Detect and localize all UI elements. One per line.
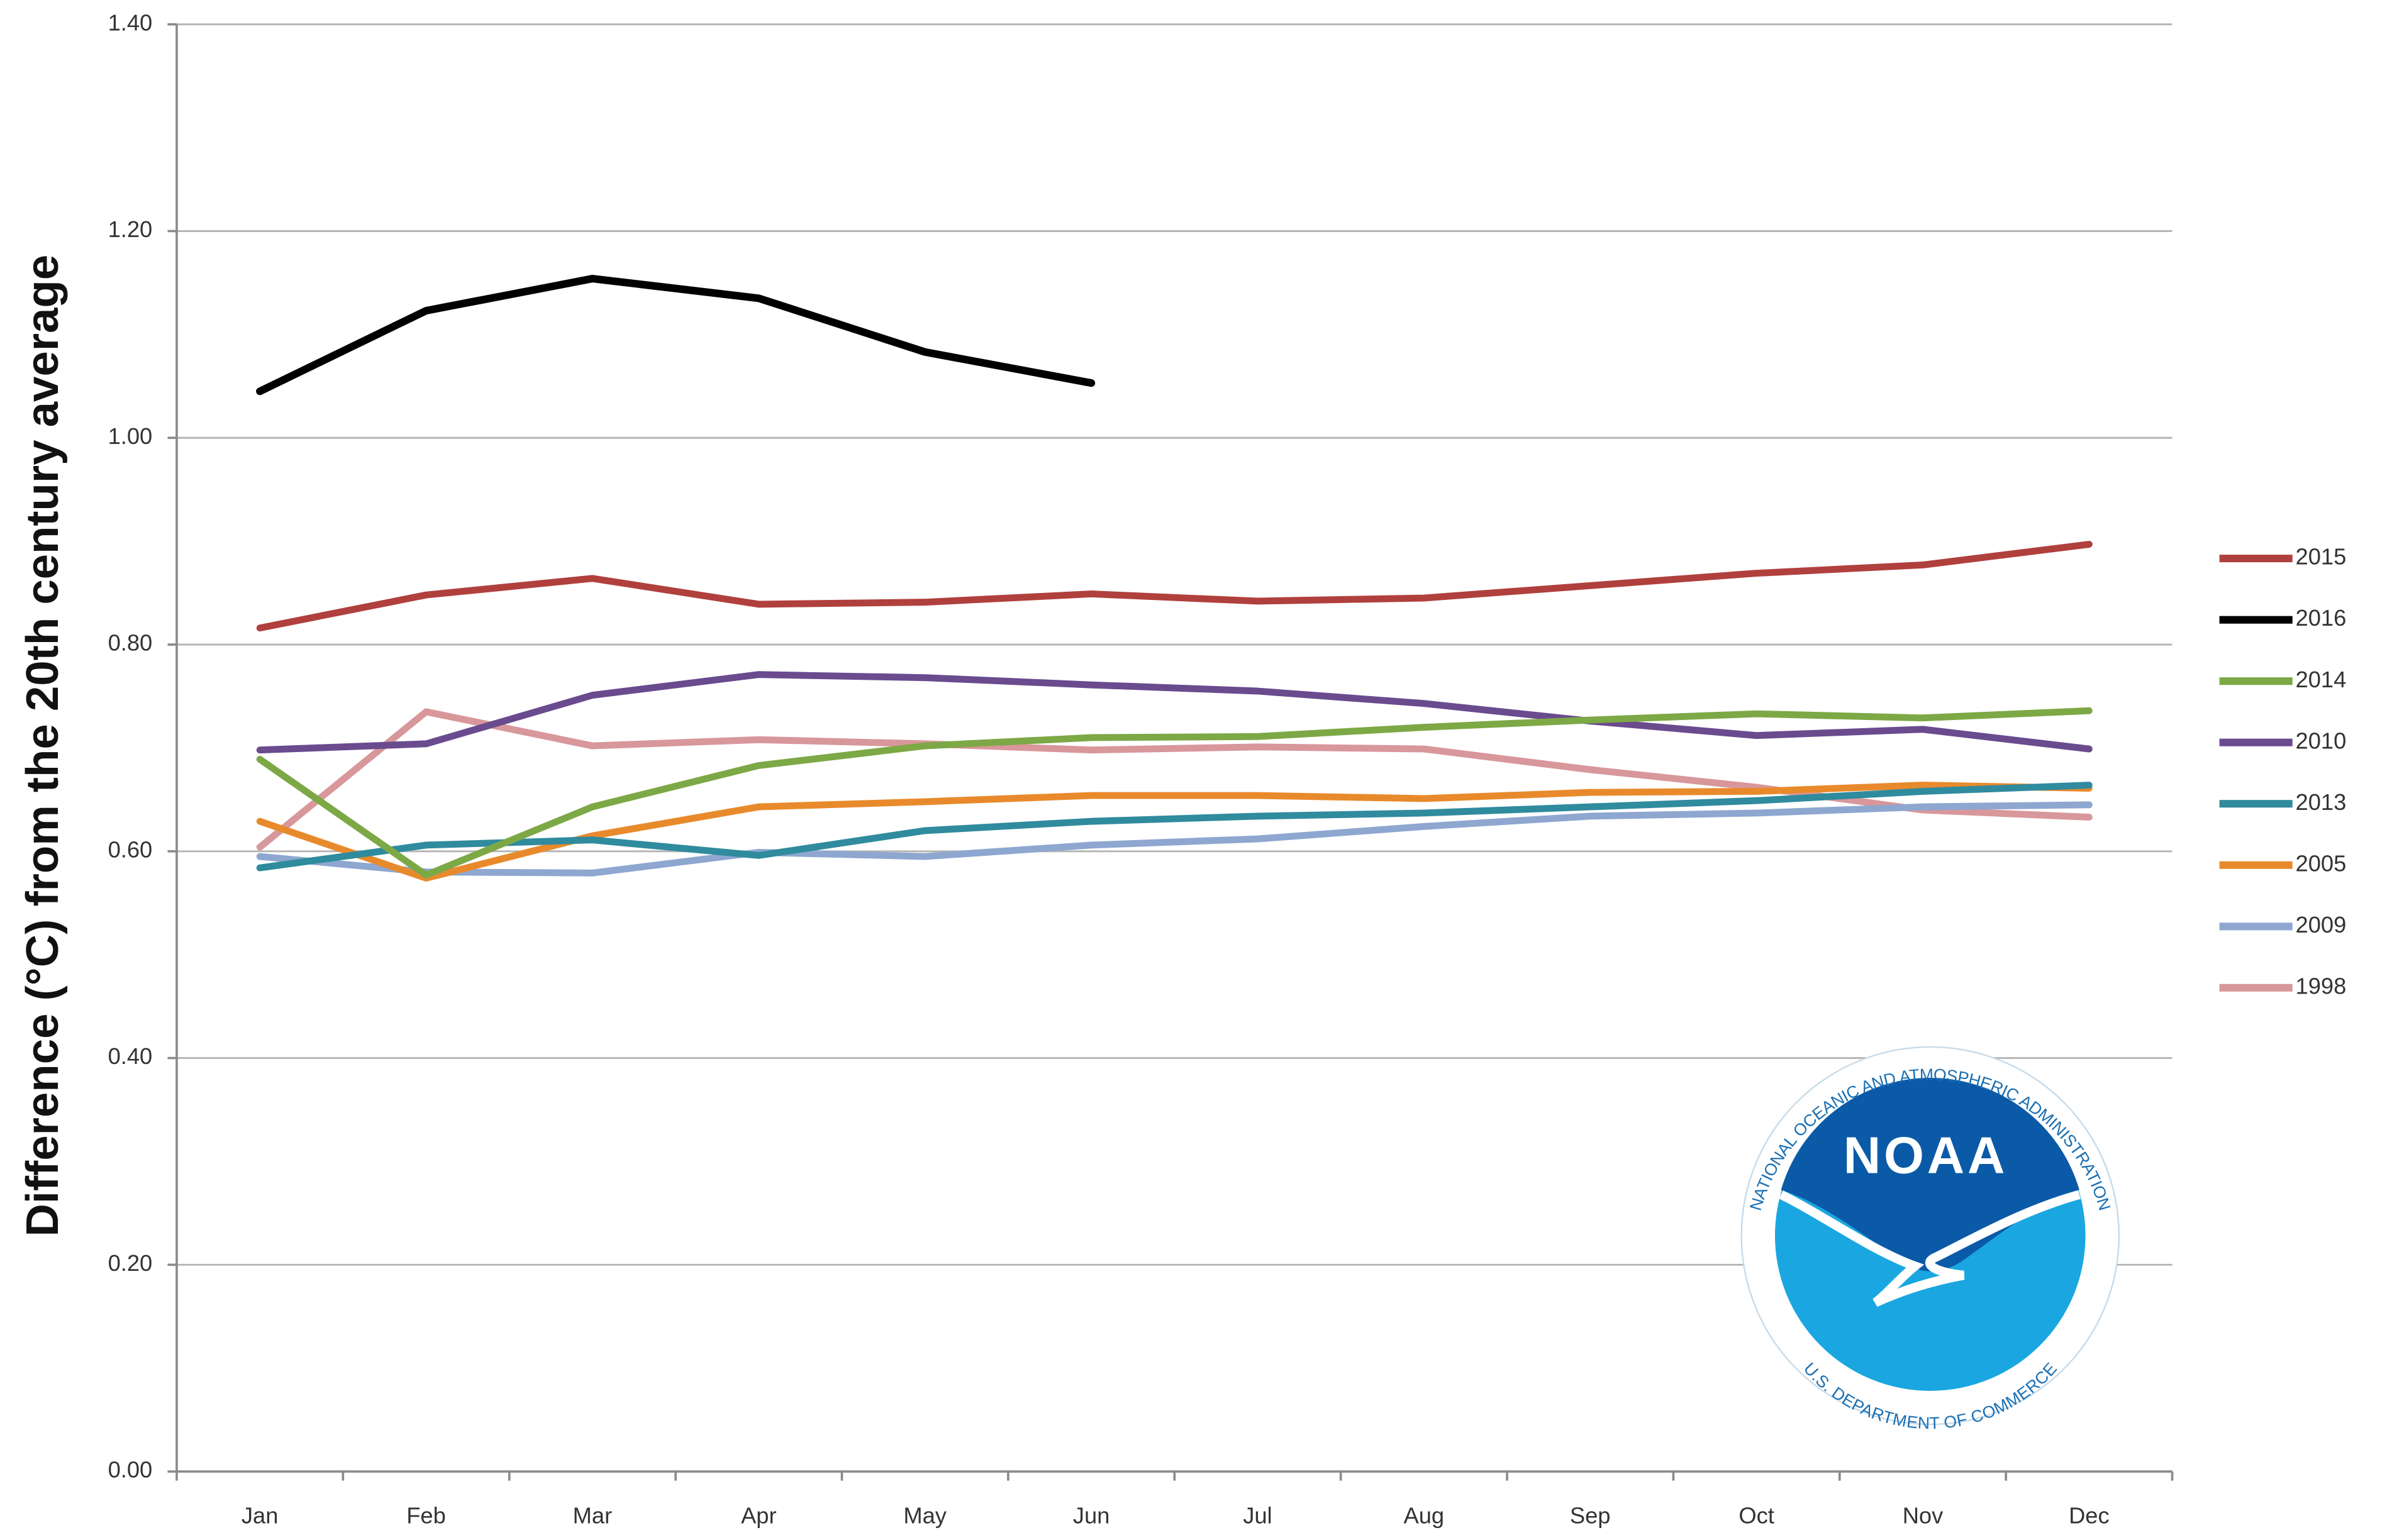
- x-tick-label: Nov: [1903, 1502, 1944, 1528]
- legend-label: 2016: [2296, 605, 2347, 631]
- legend-label: 2010: [2296, 728, 2347, 753]
- y-tick-label: 0.00: [108, 1457, 153, 1483]
- series-line: [256, 541, 2093, 632]
- legend-label: 1998: [2296, 973, 2347, 999]
- x-tick-label: Apr: [741, 1502, 776, 1528]
- y-axis-label: Difference (°C) from the 20th century av…: [17, 255, 68, 1237]
- x-tick-label: Mar: [573, 1502, 612, 1528]
- y-tick-label: 0.20: [108, 1250, 153, 1276]
- y-tick-label: 1.00: [108, 423, 153, 449]
- series-line: [256, 671, 2093, 754]
- x-tick-label: Jul: [1243, 1502, 1272, 1528]
- y-tick-label: 0.60: [108, 836, 153, 862]
- x-tick-label: Dec: [2069, 1502, 2110, 1528]
- noaa-logo: NOAA NATIONAL OCEANIC AND ATMOSPHERIC AD…: [1740, 1046, 2120, 1432]
- y-tick-label: 0.40: [108, 1043, 153, 1069]
- logo-name: NOAA: [1844, 1127, 2008, 1185]
- y-tick-label: 1.20: [108, 216, 153, 242]
- legend-label: 2015: [2296, 544, 2347, 570]
- y-tick-label: 1.40: [108, 9, 153, 35]
- x-tick-label: Oct: [1739, 1502, 1774, 1528]
- series-line: [256, 801, 2093, 877]
- y-tick-label: 0.80: [108, 630, 153, 656]
- x-tick-label: Jun: [1073, 1502, 1110, 1528]
- series-line: [256, 275, 1096, 396]
- series-line: [256, 707, 2093, 879]
- x-tick-label: Feb: [406, 1502, 446, 1528]
- legend-label: 2013: [2296, 789, 2347, 815]
- legend-label: 2014: [2296, 667, 2347, 692]
- x-tick-label: Aug: [1404, 1502, 1445, 1528]
- series-line: [256, 782, 2093, 872]
- legend-label: 2005: [2296, 850, 2347, 876]
- x-tick-label: Sep: [1570, 1502, 1611, 1528]
- logo-bird: [1779, 1190, 2081, 1307]
- x-tick-label: May: [903, 1502, 947, 1528]
- legend-label: 2009: [2296, 912, 2347, 938]
- x-tick-label: Jan: [242, 1502, 279, 1528]
